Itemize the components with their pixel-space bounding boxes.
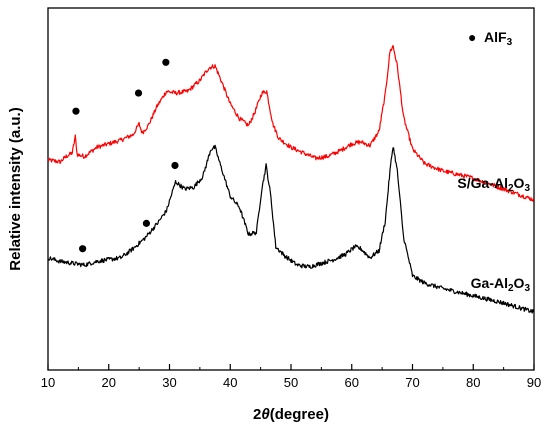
- legend-marker-icon: ●: [468, 29, 476, 45]
- alf3-markers: [72, 58, 179, 253]
- legend: ● AlF3: [468, 29, 513, 48]
- x-tick-label: 30: [162, 375, 176, 390]
- x-tick-label: 50: [284, 375, 298, 390]
- x-tick-label: 20: [102, 375, 116, 390]
- legend-label: AlF3: [484, 29, 513, 48]
- alf3-marker: [142, 219, 151, 227]
- alf3-marker: [162, 58, 170, 66]
- x-tick-label: 70: [405, 375, 419, 390]
- series-labels: S/Ga-Al2O3 Ga-Al2O3: [457, 175, 530, 294]
- ga-al2o3-line: [47, 144, 535, 314]
- x-tick-label: 60: [345, 375, 359, 390]
- s-ga-al2o3-label: S/Ga-Al2O3: [457, 175, 530, 194]
- alf3-marker: [171, 161, 179, 170]
- alf3-marker: [79, 245, 87, 253]
- x-ticks: 10 20 30 40 50 60 70 80 90: [41, 364, 541, 390]
- x-tick-label: 80: [466, 375, 480, 390]
- x-axis-title: 2θ(degree): [253, 406, 329, 423]
- plot-area: [47, 7, 535, 371]
- s-ga-al2o3-line: [47, 45, 535, 202]
- x-tick-label: 10: [41, 375, 55, 390]
- alf3-marker: [134, 89, 143, 97]
- alf3-marker: [72, 107, 80, 115]
- series-lines: [47, 45, 535, 314]
- ga-al2o3-label: Ga-Al2O3: [471, 275, 531, 294]
- x-tick-label: 40: [223, 375, 237, 390]
- y-axis-title: Relative intensity (a.u.): [7, 107, 24, 270]
- x-tick-label: 90: [527, 375, 541, 390]
